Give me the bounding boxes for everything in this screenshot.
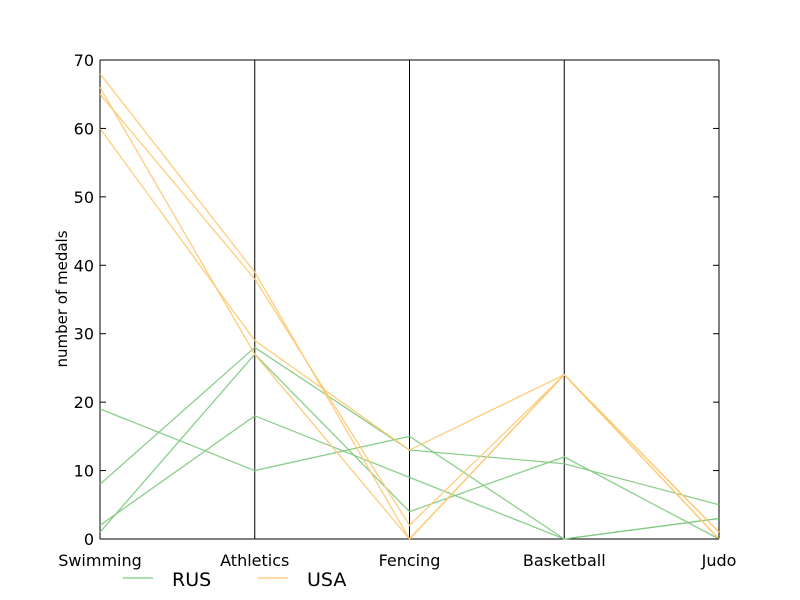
x-tick-label: Swimming [58,551,142,570]
x-tick-label: Athletics [220,551,289,570]
y-tick-label: 30 [74,325,94,344]
series-line-rus-3 [99,353,720,540]
y-tick-label: 60 [74,119,94,138]
y-tick-label: 50 [74,188,94,207]
x-tick-label: Basketball [523,551,606,570]
y-axis-label: number of medals [53,230,71,367]
series-line-rus-2 [99,415,720,540]
series-lines-layer [99,73,720,541]
x-tick-label: Judo [701,551,737,570]
legend-label: USA [307,569,346,591]
legend-label: RUS [172,569,211,591]
y-tick-label: 40 [74,256,94,275]
y-tick-label: 20 [74,393,94,412]
y-ticks-layer: 0 10 20 30 40 50 60 70 [74,51,719,549]
series-line-usa-7 [99,128,720,540]
x-labels-layer: Swimming Athletics Fencing Basketball Judo [58,551,736,570]
y-tick-label: 0 [84,530,94,549]
axes-layer [99,59,720,540]
series-line-usa-6 [99,93,720,533]
legend: RUS USA [123,569,346,591]
y-tick-label: 70 [74,51,94,70]
x-tick-label: Fencing [379,551,441,570]
y-tick-label: 10 [74,462,94,481]
